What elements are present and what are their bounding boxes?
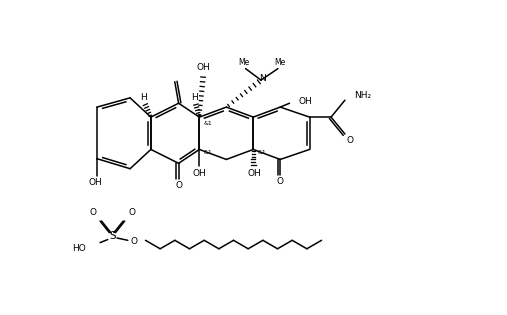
Text: N: N bbox=[259, 74, 266, 83]
Text: O: O bbox=[128, 208, 135, 217]
Text: &1: &1 bbox=[204, 121, 213, 126]
Text: O: O bbox=[130, 237, 137, 246]
Text: H: H bbox=[140, 93, 147, 102]
Text: &1: &1 bbox=[258, 150, 267, 155]
Text: Me: Me bbox=[274, 58, 285, 67]
Text: O: O bbox=[346, 136, 353, 145]
Text: O: O bbox=[90, 208, 97, 217]
Text: OH: OH bbox=[89, 178, 102, 187]
Text: NH₂: NH₂ bbox=[354, 91, 371, 100]
Text: Me: Me bbox=[238, 58, 249, 67]
Text: &1: &1 bbox=[204, 150, 213, 155]
Text: S: S bbox=[109, 232, 116, 242]
Text: OH: OH bbox=[193, 169, 206, 178]
Text: HO: HO bbox=[73, 244, 86, 253]
Text: OH: OH bbox=[196, 63, 210, 72]
Text: H: H bbox=[192, 93, 198, 102]
Text: OH: OH bbox=[248, 169, 262, 178]
Text: O: O bbox=[175, 181, 182, 190]
Text: OH: OH bbox=[299, 97, 312, 106]
Text: O: O bbox=[277, 177, 284, 186]
